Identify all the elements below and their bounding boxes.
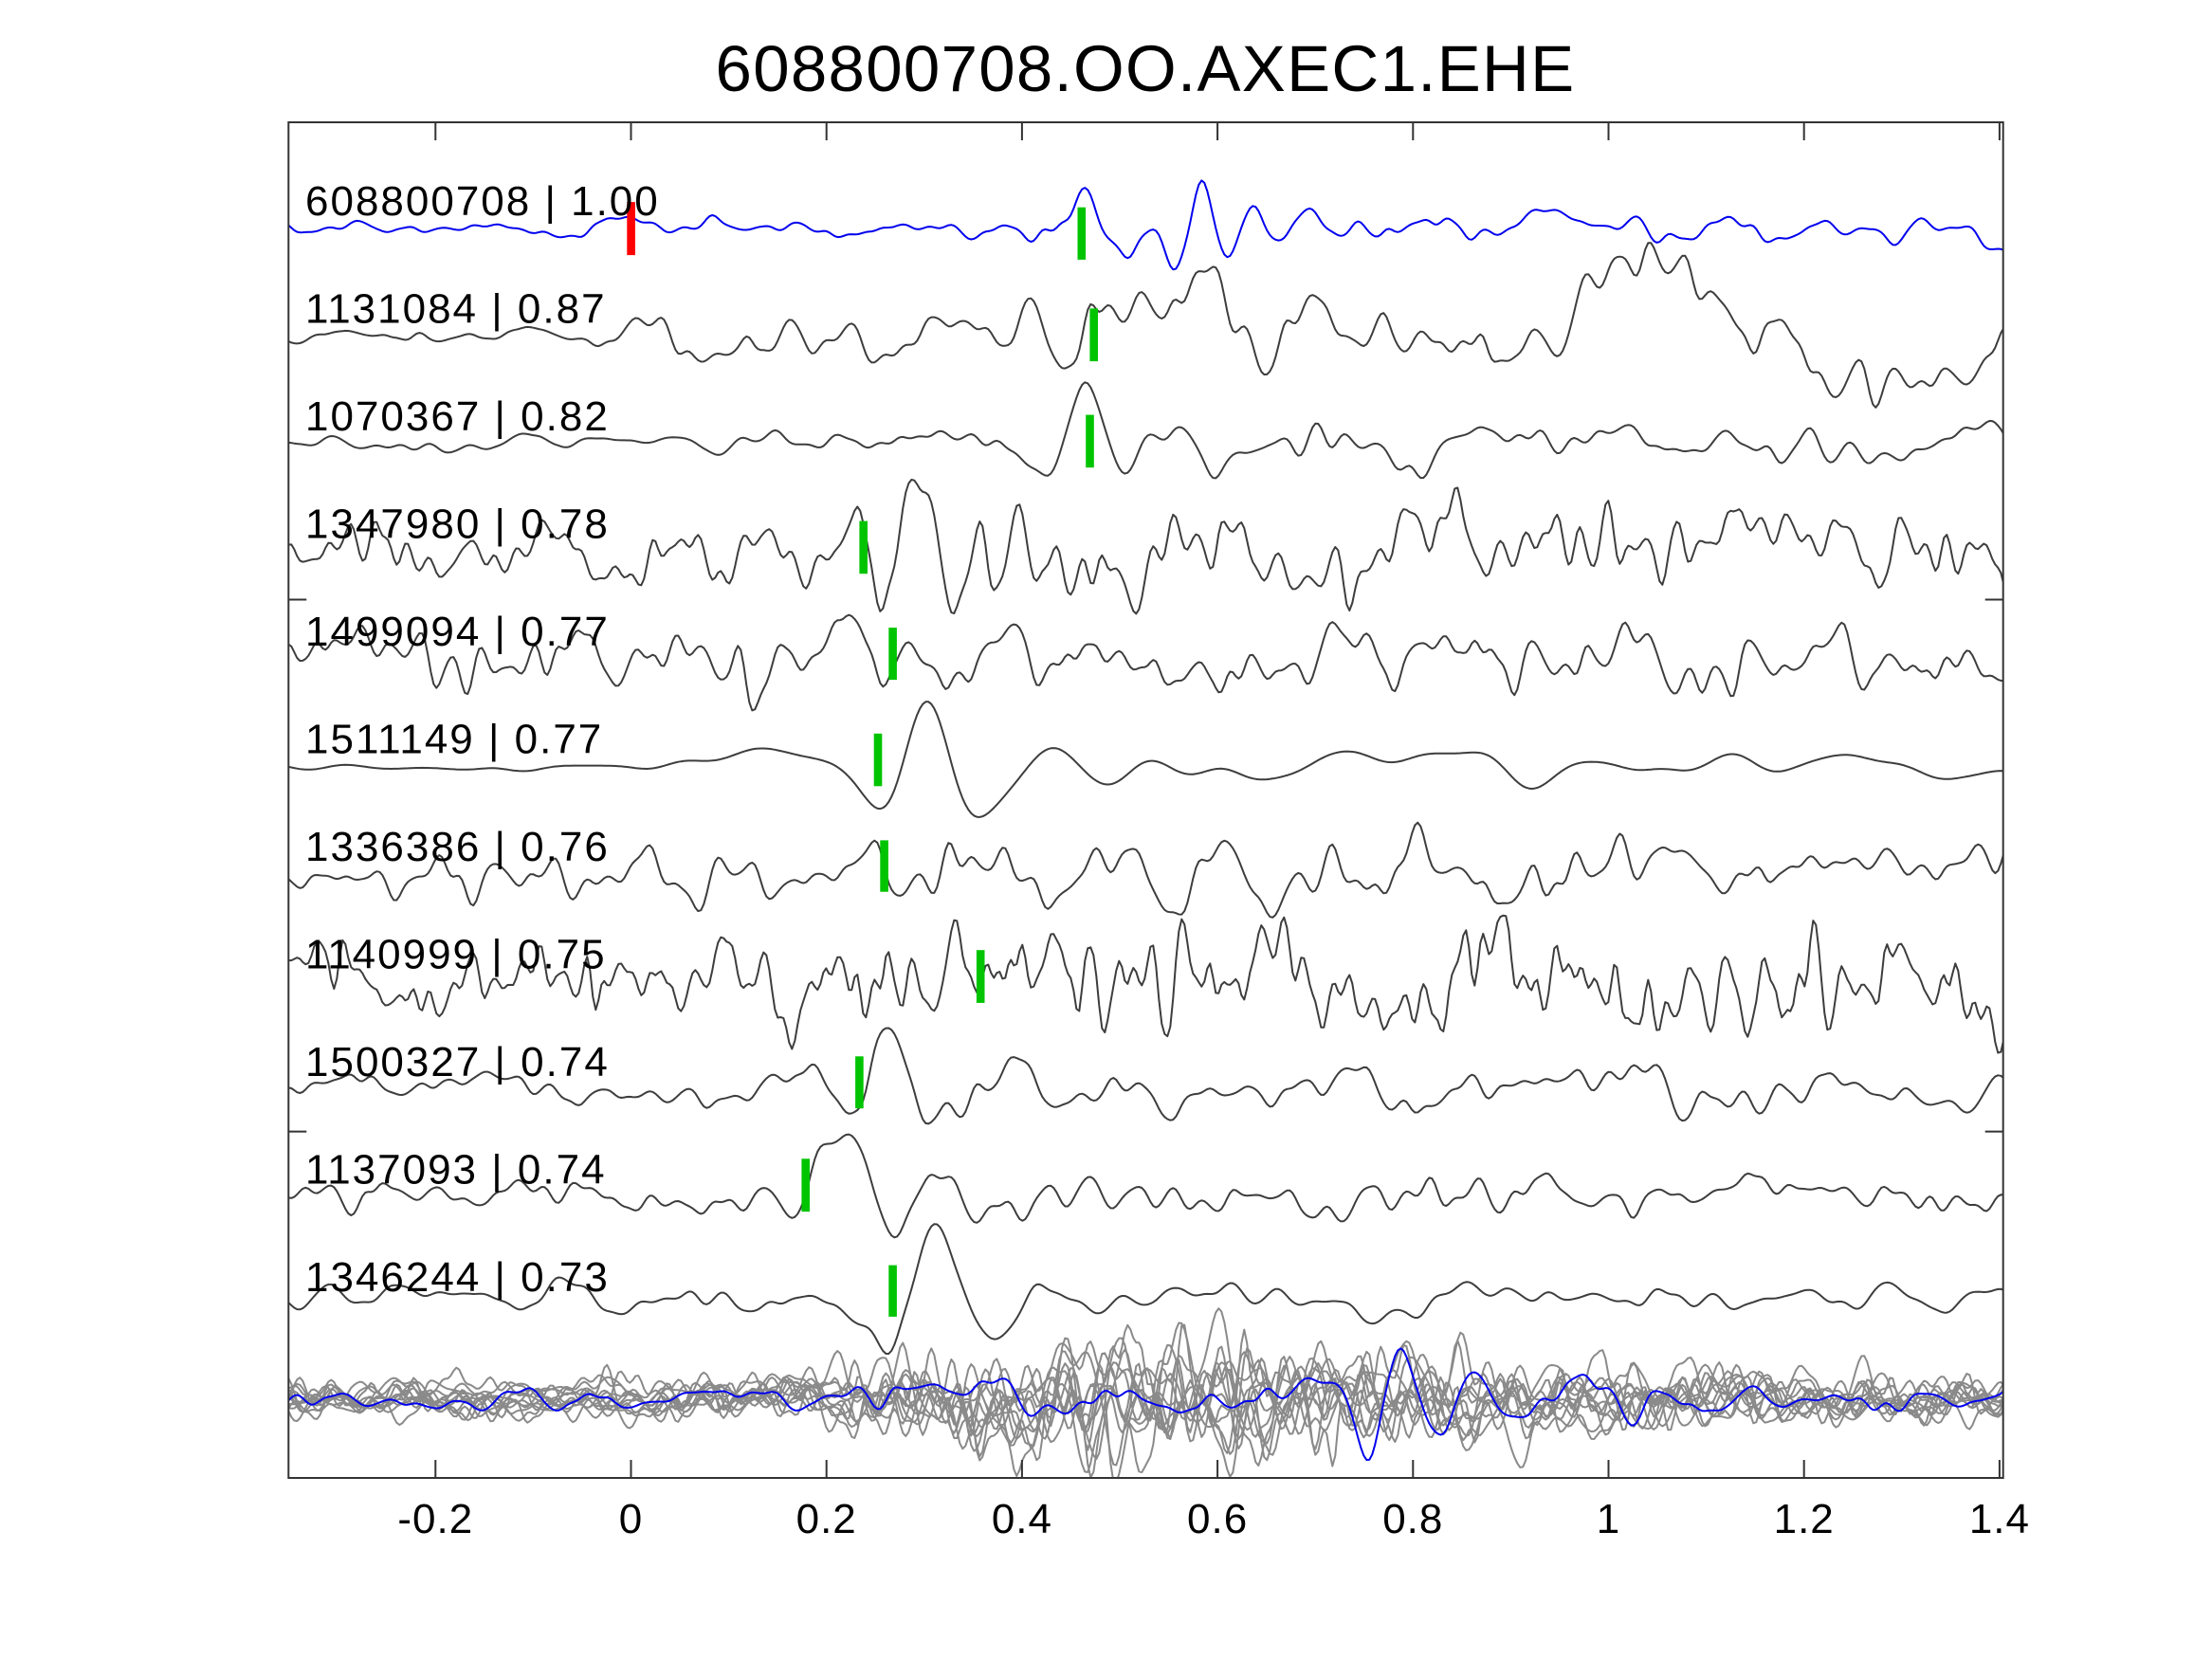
svg-text:1500327 | 0.74: 1500327 | 0.74 — [305, 1039, 610, 1085]
svg-text:-0.2: -0.2 — [397, 1496, 473, 1542]
svg-text:1.2: 1.2 — [1774, 1496, 1835, 1542]
svg-text:0: 0 — [619, 1496, 643, 1542]
svg-text:608800708 | 1.00: 608800708 | 1.00 — [305, 178, 660, 225]
svg-text:1140999 | 0.75: 1140999 | 0.75 — [305, 931, 607, 977]
svg-text:608800708.OO.AXEC1.EHE: 608800708.OO.AXEC1.EHE — [716, 32, 1576, 105]
svg-text:0.4: 0.4 — [992, 1496, 1052, 1542]
svg-text:1499094 | 0.77: 1499094 | 0.77 — [305, 609, 610, 655]
svg-text:1511149 | 0.77: 1511149 | 0.77 — [305, 716, 603, 762]
svg-text:1137093 | 0.74: 1137093 | 0.74 — [305, 1146, 607, 1193]
svg-text:1.4: 1.4 — [1969, 1496, 2030, 1542]
svg-text:1346244 | 0.73: 1346244 | 0.73 — [305, 1254, 610, 1301]
svg-text:1: 1 — [1597, 1496, 1620, 1542]
svg-text:1070367 | 0.82: 1070367 | 0.82 — [305, 393, 610, 440]
svg-text:1347980 | 0.78: 1347980 | 0.78 — [305, 501, 610, 547]
svg-text:0.8: 0.8 — [1382, 1496, 1443, 1542]
svg-text:1131084 | 0.87: 1131084 | 0.87 — [305, 285, 607, 332]
svg-text:0.2: 0.2 — [796, 1496, 857, 1542]
svg-text:1336386 | 0.76: 1336386 | 0.76 — [305, 824, 610, 870]
svg-text:0.6: 0.6 — [1187, 1496, 1248, 1542]
